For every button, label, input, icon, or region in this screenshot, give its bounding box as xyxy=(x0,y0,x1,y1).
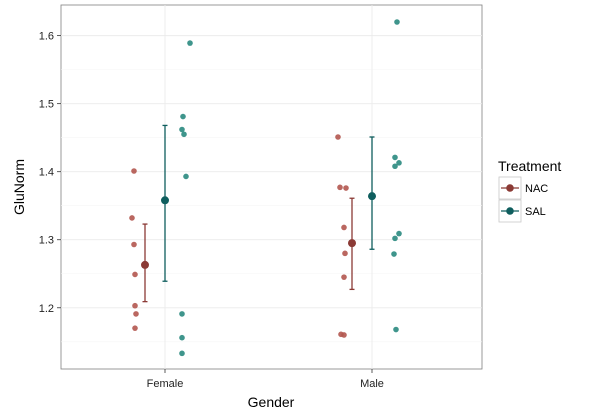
data-point-sal xyxy=(179,126,185,133)
data-point-sal xyxy=(392,163,398,170)
legend: Treatment NAC SAL xyxy=(498,158,561,223)
mean-point-nac xyxy=(141,260,149,269)
data-point-sal xyxy=(183,173,189,180)
data-point-sal xyxy=(187,40,193,46)
legend-label-nac: NAC xyxy=(525,183,548,195)
data-point-sal xyxy=(179,334,185,341)
data-point-sal xyxy=(393,326,399,333)
data-point-nac xyxy=(132,325,138,331)
x-tick-label: Female xyxy=(147,378,184,390)
data-point-nac xyxy=(341,332,347,338)
plot-panel xyxy=(60,4,483,370)
y-tick-label: 1.3 xyxy=(39,235,54,247)
data-point-sal xyxy=(392,235,398,242)
y-axis: 1.2 1.3 1.4 1.5 1.6 xyxy=(39,31,61,315)
y-tick-label: 1.6 xyxy=(39,31,54,43)
data-point-nac xyxy=(341,274,347,280)
data-points xyxy=(129,19,402,357)
legend-label-sal: SAL xyxy=(525,206,546,218)
summary-markers xyxy=(141,124,376,303)
data-point-nac xyxy=(335,134,341,140)
data-point-sal xyxy=(392,154,398,161)
data-point-sal xyxy=(181,131,187,138)
x-axis: Female Male xyxy=(147,369,384,390)
data-point-nac xyxy=(131,241,137,248)
data-point-nac xyxy=(343,185,349,191)
data-point-nac xyxy=(132,271,138,278)
y-tick-label: 1.5 xyxy=(39,99,54,111)
data-point-sal xyxy=(394,19,400,25)
legend-key-point xyxy=(506,184,514,192)
data-point-nac xyxy=(131,168,137,174)
data-point-nac xyxy=(129,215,135,221)
data-point-sal xyxy=(396,230,402,237)
data-point-sal xyxy=(396,160,402,166)
mean-point-nac xyxy=(348,239,356,248)
x-tick-label: Male xyxy=(360,378,384,390)
mean-point-sal xyxy=(161,196,169,205)
mean-point-sal xyxy=(368,192,376,201)
data-point-sal xyxy=(179,350,185,357)
data-point-nac xyxy=(342,250,348,257)
y-axis-title: GluNorm xyxy=(11,159,27,215)
data-point-nac xyxy=(132,302,138,309)
y-tick-label: 1.2 xyxy=(39,303,54,315)
data-point-nac xyxy=(133,311,139,317)
data-point-nac xyxy=(337,184,343,191)
y-tick-label: 1.4 xyxy=(39,167,54,179)
data-point-nac xyxy=(341,224,347,231)
data-point-sal xyxy=(179,311,185,317)
data-point-sal xyxy=(391,251,397,257)
data-point-sal xyxy=(180,113,186,120)
legend-title: Treatment xyxy=(498,158,561,174)
legend-key-point xyxy=(506,207,514,215)
gridlines xyxy=(61,5,482,369)
x-axis-title: Gender xyxy=(248,394,295,410)
